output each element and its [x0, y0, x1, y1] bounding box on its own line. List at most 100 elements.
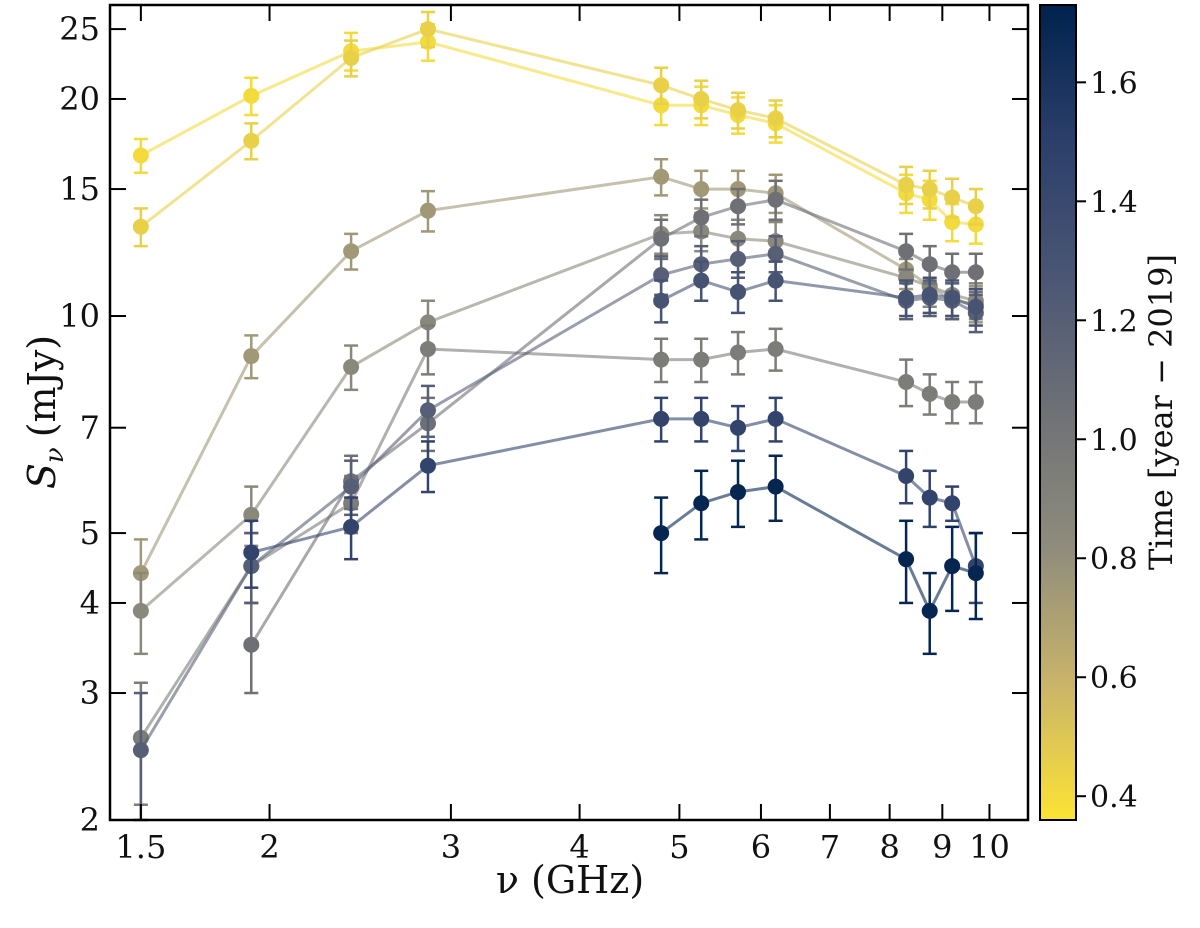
y-tick-label: 10 [59, 297, 100, 335]
data-point [343, 478, 360, 495]
data-point [343, 518, 360, 535]
colorbar-axis: 0.4 0.6 0.8 1.0 1.2 1.4 1.6 [1076, 66, 1138, 815]
data-point [921, 489, 938, 506]
data-point [132, 742, 149, 759]
colorbar-label: Time [year − 2019] [1142, 254, 1180, 570]
data-point [419, 202, 436, 219]
data-point [693, 495, 710, 512]
y-tick-label: 4 [80, 584, 100, 622]
data-point [767, 341, 784, 358]
y-tick-label: 5 [80, 514, 100, 552]
series-0.45 [132, 10, 984, 248]
y-tick-label: 3 [80, 674, 100, 712]
data-point [967, 198, 984, 215]
data-point [653, 77, 670, 94]
colorbar-frame [1039, 4, 1077, 821]
series-line [139, 27, 977, 228]
data-point [419, 21, 436, 38]
data-point [730, 344, 747, 361]
series-line [139, 347, 976, 739]
data-point [921, 256, 938, 273]
data-point [767, 410, 784, 427]
data-point [767, 191, 784, 208]
series-line [139, 175, 976, 574]
x-tick-label: 2 [259, 828, 279, 866]
series-line [250, 417, 978, 567]
data-point [730, 198, 747, 215]
data-point [653, 351, 670, 368]
data-point [730, 250, 747, 267]
series-line [139, 252, 977, 751]
data-point [243, 348, 260, 365]
y-axis-label: Sν (mJy) [20, 335, 70, 489]
data-point [419, 402, 436, 419]
data-point [967, 393, 984, 410]
data-point [898, 289, 915, 306]
data-point [921, 181, 938, 198]
data-point [243, 506, 260, 523]
data-point [730, 230, 747, 247]
colorbar [1040, 5, 1076, 820]
y-tick-label: 25 [59, 10, 100, 48]
x-tick-label: 8 [879, 828, 899, 866]
x-tick-label: 6 [751, 828, 771, 866]
data-point [898, 551, 915, 568]
data-point [653, 230, 670, 247]
data-point [243, 87, 260, 104]
data-point [944, 558, 961, 575]
series-1.30 [653, 260, 984, 327]
data-point [921, 602, 938, 619]
data-point [343, 243, 360, 260]
data-point [132, 602, 149, 619]
y-axis-label-subscript: ν [40, 447, 70, 463]
data-point [921, 385, 938, 402]
data-point [243, 132, 260, 149]
axes: 1.5 2 3 4 5 6 7 8 9 10 2 3 4 5 7 10 15 20 25 [59, 5, 1028, 866]
x-tick-label: 4 [569, 828, 589, 866]
data-point [653, 97, 670, 114]
data-point [767, 110, 784, 127]
colorbar-tick-label: 1.6 [1090, 66, 1138, 101]
data-point [944, 289, 961, 306]
data-point [693, 209, 710, 226]
data-point [419, 341, 436, 358]
data-point [967, 264, 984, 281]
x-tick-label: 10 [969, 828, 1010, 866]
y-tick-label: 7 [80, 409, 100, 447]
colorbar-tick-label: 0.8 [1090, 542, 1138, 577]
colorbar-tick-label: 0.4 [1090, 780, 1138, 815]
series-0.95 [132, 324, 984, 806]
plot-frame [108, 3, 1030, 822]
data-point [944, 495, 961, 512]
data-point [967, 565, 984, 582]
x-tick-label: 1.5 [115, 828, 166, 866]
data-point [730, 484, 747, 501]
y-tick-label: 15 [59, 170, 100, 208]
y-axis-label-unit: (mJy) [20, 335, 64, 437]
series-1.45 [243, 396, 984, 605]
data-point [132, 218, 149, 235]
series-0.75 [132, 157, 984, 613]
colorbar-tick-label: 1.2 [1090, 304, 1138, 339]
series-line [140, 40, 976, 226]
x-tick-label: 9 [932, 828, 952, 866]
data-point [944, 264, 961, 281]
colorbar-tick-label: 0.6 [1090, 661, 1138, 696]
x-tick-label: 5 [669, 828, 689, 866]
data-point [343, 358, 360, 375]
data-point [243, 636, 260, 653]
data-point [898, 467, 915, 484]
data-point [767, 478, 784, 495]
data-point [693, 351, 710, 368]
data-point [730, 419, 747, 436]
series-0.85 [132, 211, 984, 656]
data-point [343, 49, 360, 66]
series-1.70 [653, 454, 984, 656]
data-point [653, 525, 670, 542]
svg-text:Sν(mJy): Sν (mJy) [20, 335, 70, 489]
data-point [898, 374, 915, 391]
data-point [693, 272, 710, 289]
colorbar-tick-label: 1.4 [1090, 185, 1138, 220]
data-point [898, 243, 915, 260]
data-point [693, 181, 710, 198]
